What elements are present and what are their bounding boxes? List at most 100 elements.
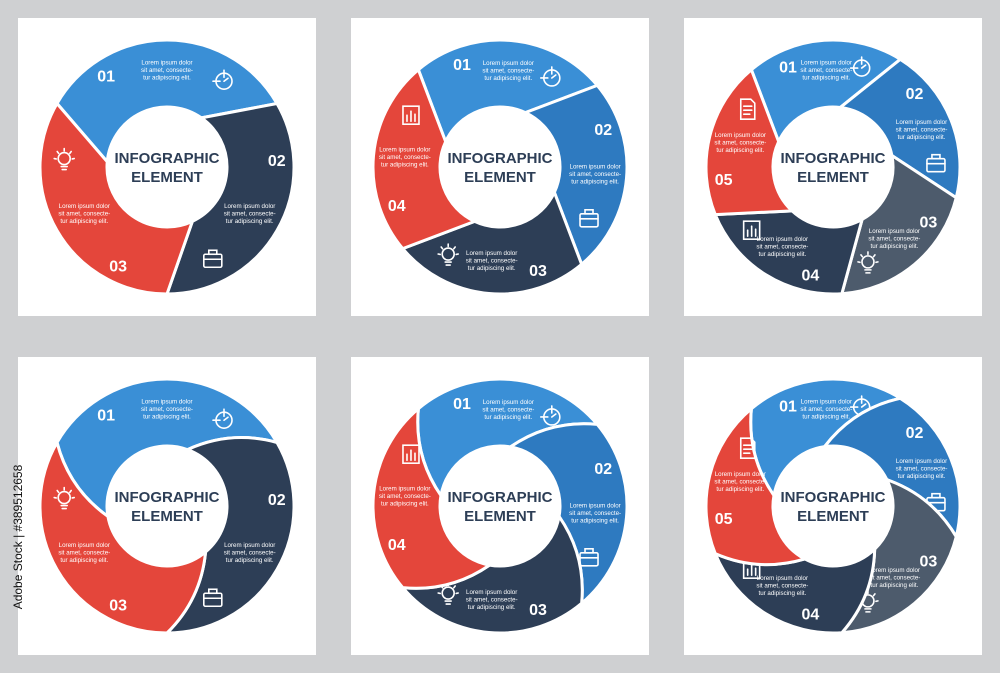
center-title-line: INFOGRAPHIC (448, 489, 553, 506)
step-description-line: Lorem ipsum dolor (379, 486, 430, 493)
step-description-line: Lorem ipsum dolor (141, 60, 192, 67)
step-description-line: tur adipiscing elit. (381, 162, 429, 169)
infographic-panel-6: 01 Lorem ipsum dolor sit amet, consecte-tu… (684, 357, 982, 655)
step-description-line: Lorem ipsum dolor (141, 399, 192, 406)
step-number: 03 (920, 554, 938, 571)
step-description-line: sit amet, consecte- (714, 139, 766, 146)
center-title-line: ELEMENT (464, 508, 536, 525)
infographic-panel-3: 01 Lorem ipsum dolor sit amet, consecte-tu… (684, 18, 982, 316)
step-number: 03 (529, 602, 547, 619)
step-number: 04 (802, 268, 820, 285)
step-description-line: Lorem ipsum dolor (757, 575, 808, 582)
step-description-line: sit amet, consecte- (379, 493, 431, 500)
step-description-line: tur adipiscing elit. (484, 414, 532, 421)
step-description-line: sit amet, consecte- (569, 171, 621, 178)
target-icon (849, 56, 871, 77)
step-description-line: sit amet, consecte- (756, 243, 808, 250)
lightbulb-icon (857, 251, 879, 274)
step-description-line: Lorem ipsum dolor (224, 203, 275, 210)
target-icon (212, 69, 233, 91)
step-number: 01 (97, 407, 115, 424)
step-description-line: Lorem ipsum dolor (483, 60, 534, 67)
step-description-line: tur adipiscing elit. (468, 604, 516, 611)
step-description-line: Lorem ipsum dolor (224, 542, 275, 549)
bar-chart-icon (402, 444, 420, 464)
step-description-line: sit amet, consecte- (141, 67, 193, 74)
step-description-line: tur adipiscing elit. (468, 265, 516, 272)
segment-shape (55, 38, 280, 166)
step-description-line: sit amet, consecte- (482, 406, 534, 413)
center-title-line: INFOGRAPHIC (781, 150, 886, 167)
center-title-line: INFOGRAPHIC (115, 150, 220, 167)
segment-shape (416, 38, 600, 146)
step-description-line: sit amet, consecte- (466, 258, 518, 265)
segment-shape (371, 405, 494, 590)
watermark-text: Adobe Stock | #389512658 (11, 464, 25, 610)
step-description-line: tur adipiscing elit. (870, 582, 918, 589)
segment-shape (400, 188, 584, 296)
segment-shape (704, 67, 796, 217)
segment-shape (704, 405, 809, 567)
step-description-line: tur adipiscing elit. (802, 75, 850, 82)
step-description-line: Lorem ipsum dolor (896, 458, 947, 465)
segment-shape (839, 152, 958, 296)
step-number: 03 (529, 263, 547, 280)
lightbulb-icon (437, 243, 459, 266)
step-number: 02 (906, 86, 924, 103)
step-number: 01 (97, 68, 115, 85)
step-description-line: tur adipiscing elit. (143, 414, 191, 421)
step-description-line: tur adipiscing elit. (484, 75, 532, 82)
step-description-line: tur adipiscing elit. (143, 75, 191, 82)
step-number: 02 (594, 122, 612, 139)
step-description-line: sit amet, consecte- (379, 154, 431, 161)
center-title-line: ELEMENT (797, 508, 869, 525)
step-number: 03 (109, 259, 127, 276)
step-description-line: sit amet, consecte- (868, 575, 920, 582)
step-description-line: sit amet, consecte- (482, 67, 534, 74)
step-description-line: tur adipiscing elit. (571, 178, 619, 185)
step-description-line: sit amet, consecte- (800, 67, 852, 74)
step-description-line: tur adipiscing elit. (226, 557, 274, 564)
step-number: 03 (920, 215, 938, 232)
step-description-line: sit amet, consecte- (896, 127, 948, 134)
step-description-line: tur adipiscing elit. (870, 243, 918, 250)
step-description-line: Lorem ipsum dolor (757, 236, 808, 243)
step-description-line: tur adipiscing elit. (898, 134, 946, 141)
step-description-line: Lorem ipsum dolor (869, 228, 920, 235)
step-description-line: tur adipiscing elit. (571, 517, 619, 524)
step-description-line: tur adipiscing elit. (716, 147, 764, 154)
step-description-line: Lorem ipsum dolor (466, 589, 517, 596)
document-icon (739, 98, 756, 120)
step-description-line: Lorem ipsum dolor (715, 471, 766, 478)
step-description-line: Lorem ipsum dolor (869, 567, 920, 574)
segment-shape (38, 438, 208, 635)
step-description-line: sit amet, consecte- (466, 597, 518, 604)
center-title-line: INFOGRAPHIC (781, 489, 886, 506)
infographic-panel-5: 01 Lorem ipsum dolor sit amet, consecte-tu… (351, 357, 649, 655)
step-number: 01 (779, 399, 797, 416)
step-description-line: sit amet, consecte- (224, 210, 276, 217)
center-title-line: ELEMENT (797, 169, 869, 186)
step-number: 01 (453, 57, 471, 74)
infographic-panel-2: 01 Lorem ipsum dolor sit amet, consecte-tu… (351, 18, 649, 316)
step-number: 02 (594, 461, 612, 478)
segment-shape (38, 100, 195, 296)
step-description-line: tur adipiscing elit. (898, 473, 946, 480)
step-description-line: tur adipiscing elit. (758, 590, 806, 597)
center-title-line: ELEMENT (464, 169, 536, 186)
step-description-line: Lorem ipsum dolor (59, 203, 110, 210)
step-description-line: Lorem ipsum dolor (896, 119, 947, 126)
segment-shape (521, 83, 629, 267)
step-number: 03 (109, 598, 127, 615)
